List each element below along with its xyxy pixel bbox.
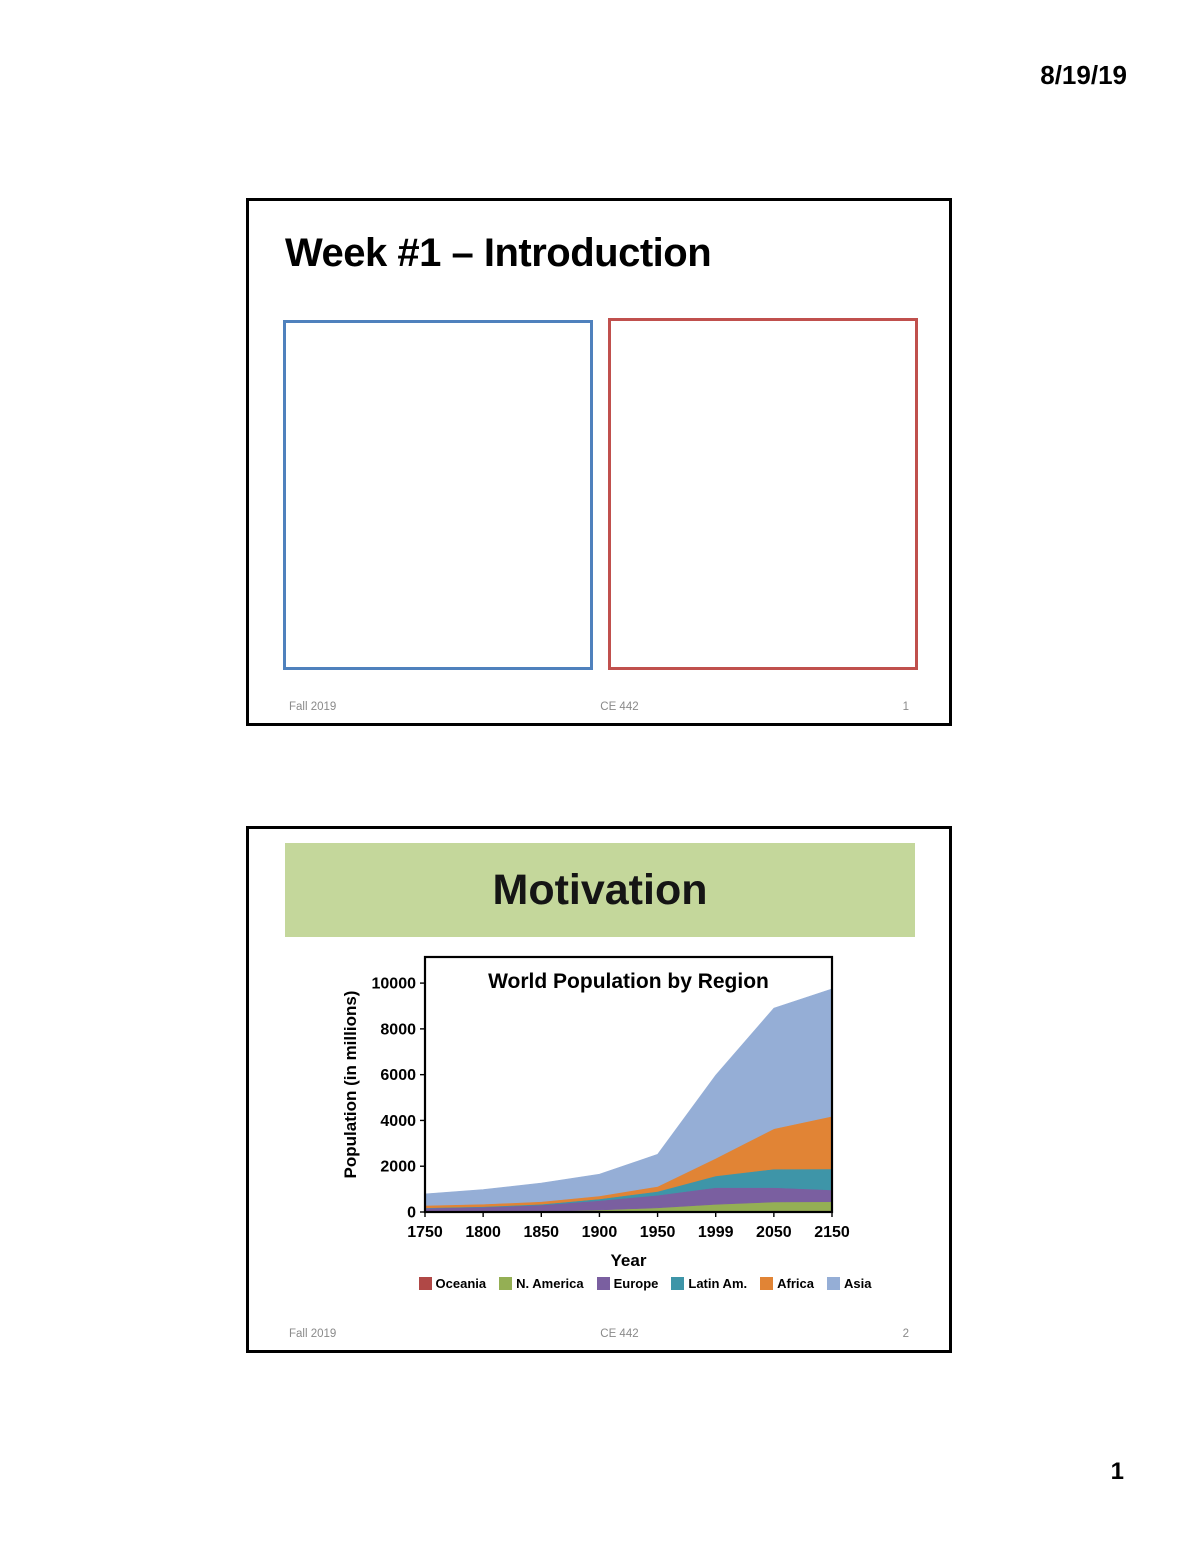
legend-label: Africa — [777, 1276, 814, 1291]
x-tick-label: 1999 — [698, 1224, 734, 1241]
legend-label: Asia — [843, 1276, 872, 1291]
world-population-chart: 0 2000 4000 6000 8000 10000 1750 1800 1850 1900 19… — [340, 950, 950, 1330]
legend-swatch — [671, 1277, 685, 1290]
y-tick-label: 8000 — [380, 1021, 416, 1038]
legend-item-oceania: Oceania — [418, 1276, 487, 1291]
handout-date: 8/19/19 — [1040, 60, 1127, 90]
legend-label: Latin Am. — [688, 1276, 748, 1291]
legend-swatch — [418, 1277, 432, 1290]
legend-label: Oceania — [435, 1276, 487, 1291]
x-tick-label: 1950 — [640, 1224, 676, 1241]
footer-semester: Fall 2019 — [289, 1328, 337, 1340]
blue-placeholder-box — [283, 320, 593, 670]
x-tick-label: 2150 — [814, 1224, 850, 1241]
footer-semester: Fall 2019 — [289, 701, 337, 713]
footer-course: CE 442 — [600, 1328, 639, 1340]
y-tick-label: 4000 — [380, 1113, 416, 1130]
x-tick-label: 1850 — [523, 1224, 559, 1241]
legend-item-europe: Europe — [596, 1276, 659, 1291]
footer-course: CE 442 — [600, 701, 639, 713]
y-axis-title: Population (in millions) — [341, 991, 360, 1179]
slide-2-title-bar: Motivation — [285, 843, 915, 937]
legend-swatch — [499, 1277, 513, 1290]
y-tick-label: 6000 — [380, 1067, 416, 1084]
x-tick-label: 1900 — [582, 1224, 618, 1241]
plot-border — [423, 955, 834, 1214]
slide-1: Week #1 – Introduction Fall 2019 CE 442 … — [246, 198, 952, 726]
slide-1-footer: Fall 2019 CE 442 1 — [289, 701, 909, 713]
legend-item-africa: Africa — [760, 1276, 814, 1291]
y-tick-label: 0 — [407, 1205, 416, 1222]
y-tick-label: 10000 — [372, 976, 417, 993]
legend-item-n-america: N. America — [499, 1276, 584, 1291]
slide-2-footer: Fall 2019 CE 442 2 — [289, 1328, 909, 1340]
legend-swatch — [760, 1277, 774, 1290]
slide-2: Motivation 0 2000 4000 6000 8000 10000 1750 180… — [246, 826, 952, 1353]
slide-1-title: Week #1 – Introduction — [285, 231, 712, 275]
legend-label: Europe — [613, 1276, 659, 1291]
x-tick-label: 2050 — [756, 1224, 792, 1241]
footer-slide-number: 1 — [902, 701, 909, 713]
legend-item-latin-am-: Latin Am. — [671, 1276, 747, 1291]
slide-2-title: Motivation — [492, 865, 708, 914]
chart-title: World Population by Region — [488, 970, 769, 993]
y-tick-label: 2000 — [380, 1159, 416, 1176]
stacked-area-chart: 0 2000 4000 6000 8000 10000 1750 1800 1850 1900 19… — [341, 955, 850, 1270]
x-tick-label: 1800 — [465, 1224, 501, 1241]
red-placeholder-box — [608, 318, 918, 670]
legend-item-asia: Asia — [826, 1276, 872, 1291]
x-axis-title: Year — [611, 1251, 647, 1270]
chart-legend: Oceania N. America Europe Latin Am. Africa As… — [340, 1276, 950, 1291]
footer-slide-number: 2 — [902, 1328, 909, 1340]
x-tick-label: 1750 — [407, 1224, 443, 1241]
legend-swatch — [596, 1277, 610, 1290]
legend-label: N. America — [516, 1276, 584, 1291]
page-number: 1 — [1110, 1458, 1124, 1485]
legend-swatch — [826, 1277, 840, 1290]
